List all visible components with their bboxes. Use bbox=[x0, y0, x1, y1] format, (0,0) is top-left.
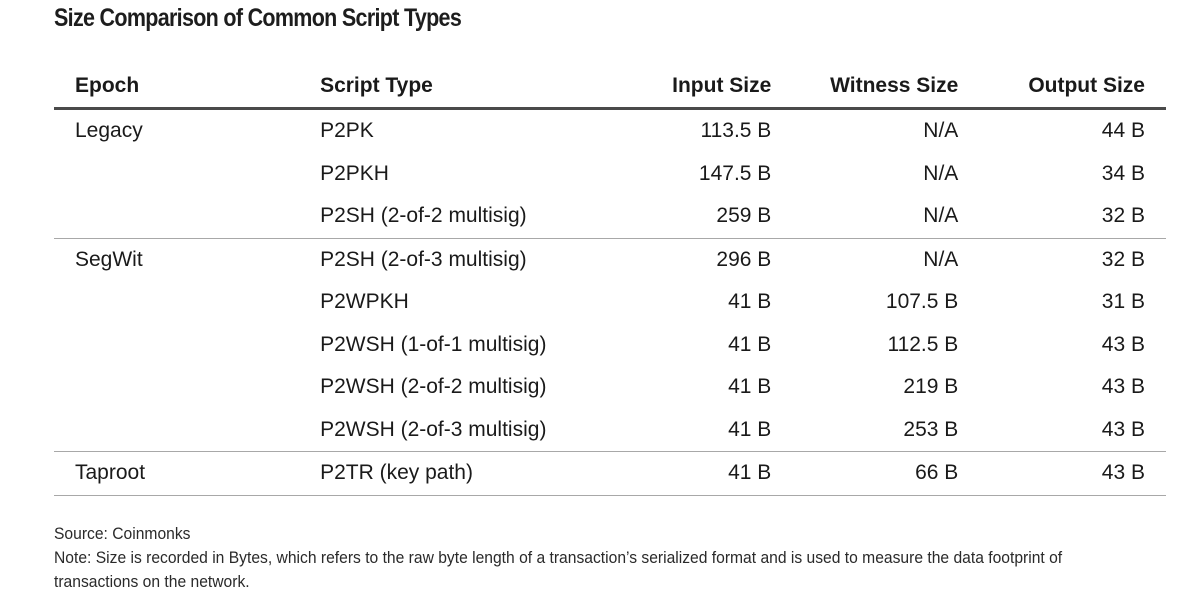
cell-witness-size: 112.5 B bbox=[887, 332, 959, 356]
cell-script-type: P2PKH bbox=[320, 161, 389, 185]
cell-script-type: P2PK bbox=[320, 119, 374, 143]
script-size-table-container: Epoch Script Type Input Size Witness Siz… bbox=[54, 64, 1166, 496]
cell-output-size: 34 B bbox=[1101, 161, 1145, 185]
cell-witness-size: N/A bbox=[923, 161, 959, 185]
cell-output-size: 31 B bbox=[1101, 290, 1145, 314]
page-title: Size Comparison of Common Script Types bbox=[54, 4, 462, 32]
cell-output-size: 44 B bbox=[1101, 119, 1145, 143]
table-row: P2WSH (2-of-3 multisig) 41 B 253 B 43 B bbox=[54, 408, 1166, 452]
cell-script-type: P2WSH (2-of-3 multisig) bbox=[320, 408, 644, 452]
table-row: SegWit P2SH (2-of-3 multisig) 296 B N/A … bbox=[54, 238, 1166, 281]
cell-epoch bbox=[54, 281, 320, 324]
cell-epoch: SegWit bbox=[75, 247, 143, 271]
cell-output-size: 32 B bbox=[1101, 247, 1145, 271]
table-row: P2WSH (2-of-2 multisig) 41 B 219 B 43 B bbox=[54, 366, 1166, 409]
cell-input-size: 259 B bbox=[643, 195, 772, 239]
cell-script-type: P2TR (key path) bbox=[320, 451, 644, 496]
cell-script-type: P2WPKH bbox=[320, 290, 409, 314]
table-row: P2PKH 147.5 B N/A 34 B bbox=[54, 153, 1166, 196]
cell-epoch bbox=[54, 324, 320, 367]
cell-script-type: P2SH (2-of-3 multisig) bbox=[320, 247, 527, 271]
header-input-size: Input Size bbox=[643, 64, 772, 110]
cell-epoch: Legacy bbox=[75, 119, 143, 143]
cell-script-type: P2WSH (2-of-2 multisig) bbox=[320, 375, 547, 399]
footer-notes: Source: Coinmonks Note: Size is recorded… bbox=[54, 522, 1084, 594]
table-header-row: Epoch Script Type Input Size Witness Siz… bbox=[54, 64, 1166, 110]
cell-witness-size: 66 B bbox=[771, 451, 959, 496]
cell-input-size: 41 B bbox=[643, 408, 772, 452]
cell-witness-size: 107.5 B bbox=[885, 290, 959, 314]
cell-epoch bbox=[54, 408, 321, 452]
cell-output-size: 43 B bbox=[1101, 332, 1145, 356]
cell-input-size: 113.5 B bbox=[700, 119, 772, 143]
cell-output-size: 43 B bbox=[958, 451, 1166, 496]
cell-input-size: 41 B bbox=[728, 332, 772, 356]
cell-epoch: Taproot bbox=[54, 451, 321, 496]
cell-input-size: 41 B bbox=[643, 451, 772, 496]
cell-witness-size: 253 B bbox=[771, 408, 959, 452]
header-witness-size: Witness Size bbox=[771, 64, 959, 110]
cell-witness-size: N/A bbox=[923, 247, 959, 271]
cell-epoch bbox=[54, 366, 320, 409]
cell-output-size: 43 B bbox=[1101, 375, 1145, 399]
script-size-table: Epoch Script Type Input Size Witness Siz… bbox=[54, 64, 1166, 496]
header-script-type: Script Type bbox=[320, 64, 644, 110]
cell-input-size: 296 B bbox=[716, 247, 772, 271]
cell-epoch bbox=[54, 153, 320, 196]
cell-witness-size: 219 B bbox=[903, 375, 959, 399]
source-note: Source: Coinmonks bbox=[54, 524, 191, 543]
cell-script-type: P2WSH (1-of-1 multisig) bbox=[320, 332, 547, 356]
cell-input-size: 41 B bbox=[728, 375, 772, 399]
cell-witness-size: N/A bbox=[923, 119, 959, 143]
table-row: P2SH (2-of-2 multisig) 259 B N/A 32 B bbox=[54, 195, 1166, 239]
cell-output-size: 32 B bbox=[958, 195, 1166, 239]
table-row: Legacy P2PK 113.5 B N/A 44 B bbox=[54, 109, 1166, 153]
cell-epoch bbox=[54, 195, 321, 239]
cell-witness-size: N/A bbox=[771, 195, 959, 239]
size-note: Note: Size is recorded in Bytes, which r… bbox=[54, 548, 1063, 591]
cell-input-size: 147.5 B bbox=[698, 161, 772, 185]
table-row: P2WSH (1-of-1 multisig) 41 B 112.5 B 43 … bbox=[54, 324, 1166, 367]
header-output-size: Output Size bbox=[958, 64, 1166, 110]
cell-output-size: 43 B bbox=[958, 408, 1166, 452]
cell-script-type: P2SH (2-of-2 multisig) bbox=[320, 195, 644, 239]
header-epoch: Epoch bbox=[54, 64, 321, 110]
table-row: Taproot P2TR (key path) 41 B 66 B 43 B bbox=[54, 451, 1166, 496]
cell-input-size: 41 B bbox=[728, 290, 772, 314]
table-row: P2WPKH 41 B 107.5 B 31 B bbox=[54, 281, 1166, 324]
